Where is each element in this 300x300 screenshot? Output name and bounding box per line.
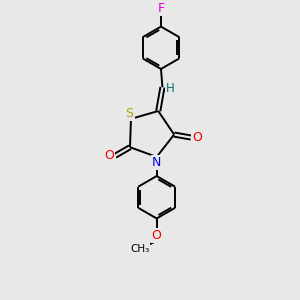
Text: N: N	[152, 156, 161, 169]
Text: S: S	[125, 107, 134, 120]
Text: O: O	[193, 131, 202, 144]
Text: O: O	[152, 229, 162, 242]
Text: F: F	[158, 2, 164, 15]
Text: H: H	[166, 82, 175, 95]
Text: O: O	[104, 149, 114, 162]
Text: CH₃: CH₃	[130, 244, 149, 254]
